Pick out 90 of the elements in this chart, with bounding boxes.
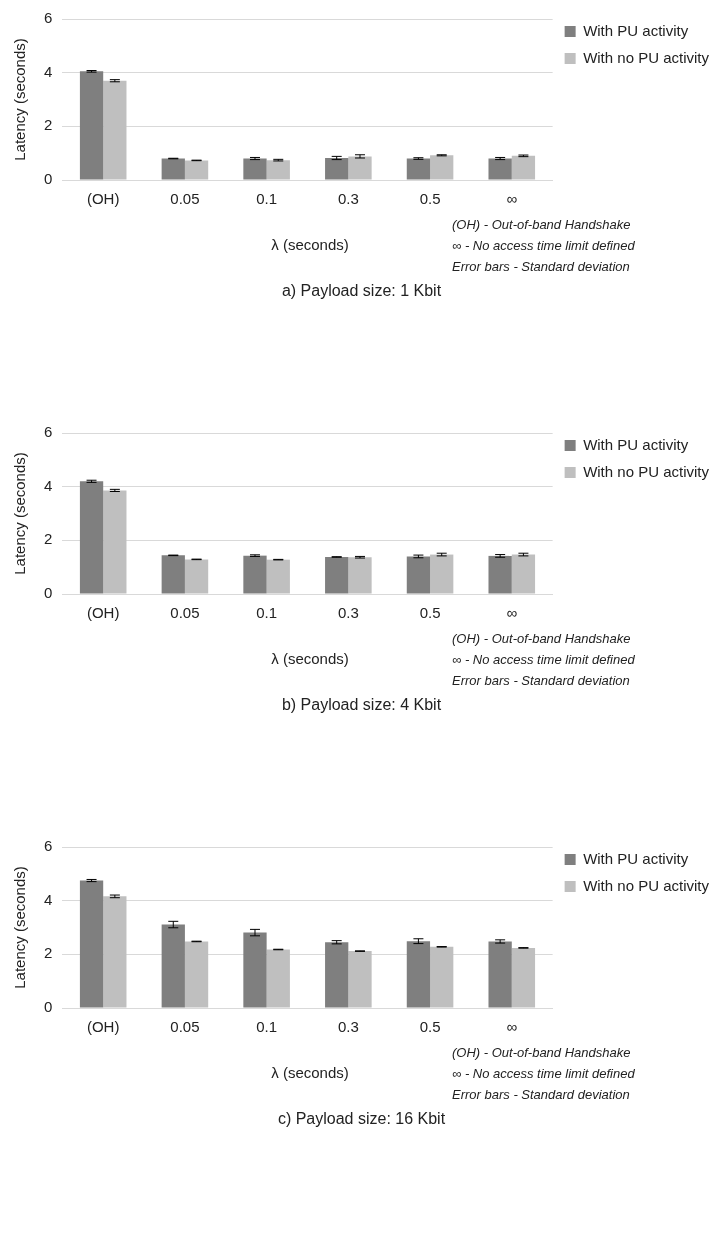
- x-tick-label: (OH): [86, 604, 120, 622]
- bar: [511, 554, 536, 594]
- y-axis-title: Latency (seconds): [11, 38, 29, 161]
- legend-label: With PU activity: [583, 849, 689, 867]
- text: ∞ - No access time limit defined: [452, 1065, 635, 1083]
- x-tick-label: 0.1: [256, 604, 278, 622]
- text: Error bars - Standard deviation: [452, 672, 631, 690]
- text: Error bars - Standard deviation: [452, 1086, 631, 1104]
- x-tick-label: 0.3: [337, 190, 359, 208]
- y-tick-label: 6: [44, 423, 53, 441]
- y-tick-label: 0: [44, 584, 53, 602]
- bar: [511, 155, 536, 180]
- bar: [406, 556, 431, 594]
- bar: [184, 941, 209, 1008]
- bar: [488, 158, 512, 180]
- bar: [325, 942, 349, 1008]
- y-tick-label: 2: [44, 530, 53, 548]
- y-tick-label: 2: [44, 944, 53, 962]
- y-tick-label: 6: [44, 9, 53, 27]
- text: c) Payload size: 16 Kbit: [276, 1110, 447, 1128]
- text: Error bars - Standard deviation: [452, 258, 631, 276]
- bar: [79, 71, 104, 180]
- x-tick-label: 0.3: [337, 1018, 359, 1036]
- bar: [325, 158, 349, 180]
- x-tick-label: 0.5: [419, 1018, 441, 1036]
- text: ∞ - No access time limit defined: [452, 237, 635, 255]
- bar: [488, 941, 512, 1008]
- y-tick-label: 0: [44, 998, 53, 1016]
- x-tick-label: 0.1: [256, 190, 278, 208]
- legend-label: With PU activity: [583, 435, 689, 453]
- x-tick-label: 0.05: [170, 1018, 200, 1036]
- bar: [243, 158, 267, 180]
- x-tick-label: 0.5: [419, 604, 441, 622]
- bar: [79, 880, 104, 1008]
- text: (OH) - Out-of-band Handshake: [452, 630, 632, 648]
- bar: [184, 160, 209, 180]
- y-axis-title: Latency (seconds): [11, 866, 29, 989]
- bar: [266, 559, 290, 594]
- bar: [488, 555, 512, 594]
- bar: [161, 924, 185, 1008]
- bar: [103, 80, 127, 180]
- y-tick-label: 4: [44, 476, 53, 494]
- bar: [161, 555, 185, 594]
- x-axis-title: λ (seconds): [270, 650, 350, 667]
- bar: [348, 557, 372, 594]
- bar: [184, 559, 209, 594]
- x-tick-label: 0.05: [170, 190, 200, 208]
- text: b) Payload size: 4 Kbit: [280, 696, 443, 714]
- bar: [266, 949, 290, 1008]
- text: a) Payload size: 1 Kbit: [280, 282, 443, 300]
- y-tick-label: 0: [44, 170, 53, 188]
- y-tick-label: 2: [44, 116, 53, 134]
- bar: [406, 158, 431, 180]
- legend-label: With no PU activity: [583, 462, 710, 480]
- legend-label: With no PU activity: [583, 48, 710, 66]
- bar: [348, 156, 372, 180]
- y-tick-label: 4: [44, 890, 53, 908]
- bar: [266, 160, 290, 180]
- x-tick-label: ∞: [506, 1018, 518, 1036]
- x-tick-label: ∞: [506, 604, 518, 622]
- legend-label: With PU activity: [583, 21, 689, 39]
- x-tick-label: (OH): [86, 190, 120, 208]
- bar: [430, 155, 454, 180]
- x-axis-title: λ (seconds): [270, 1064, 350, 1081]
- bar: [161, 158, 185, 180]
- x-axis-title: λ (seconds): [270, 236, 350, 253]
- text: ∞ - No access time limit defined: [452, 651, 635, 669]
- bar: [243, 932, 267, 1008]
- x-tick-label: 0.05: [170, 604, 200, 622]
- bar: [79, 481, 104, 594]
- legend-label: With no PU activity: [583, 876, 710, 894]
- x-tick-label: ∞: [506, 190, 518, 208]
- y-tick-label: 6: [44, 837, 53, 855]
- x-tick-label: 0.1: [256, 1018, 278, 1036]
- bar: [103, 896, 127, 1008]
- y-tick-label: 4: [44, 62, 53, 80]
- x-tick-label: 0.5: [419, 190, 441, 208]
- bar: [430, 554, 454, 594]
- text: (OH) - Out-of-band Handshake: [452, 1044, 632, 1062]
- bar: [103, 490, 127, 594]
- y-axis-title: Latency (seconds): [11, 452, 29, 575]
- bar: [243, 555, 267, 594]
- x-tick-label: 0.3: [337, 604, 359, 622]
- bar: [406, 941, 431, 1008]
- bar: [511, 947, 536, 1008]
- bar: [348, 951, 372, 1008]
- text: (OH) - Out-of-band Handshake: [452, 216, 632, 234]
- bar: [325, 556, 349, 594]
- bar: [430, 946, 454, 1008]
- x-tick-label: (OH): [86, 1018, 120, 1036]
